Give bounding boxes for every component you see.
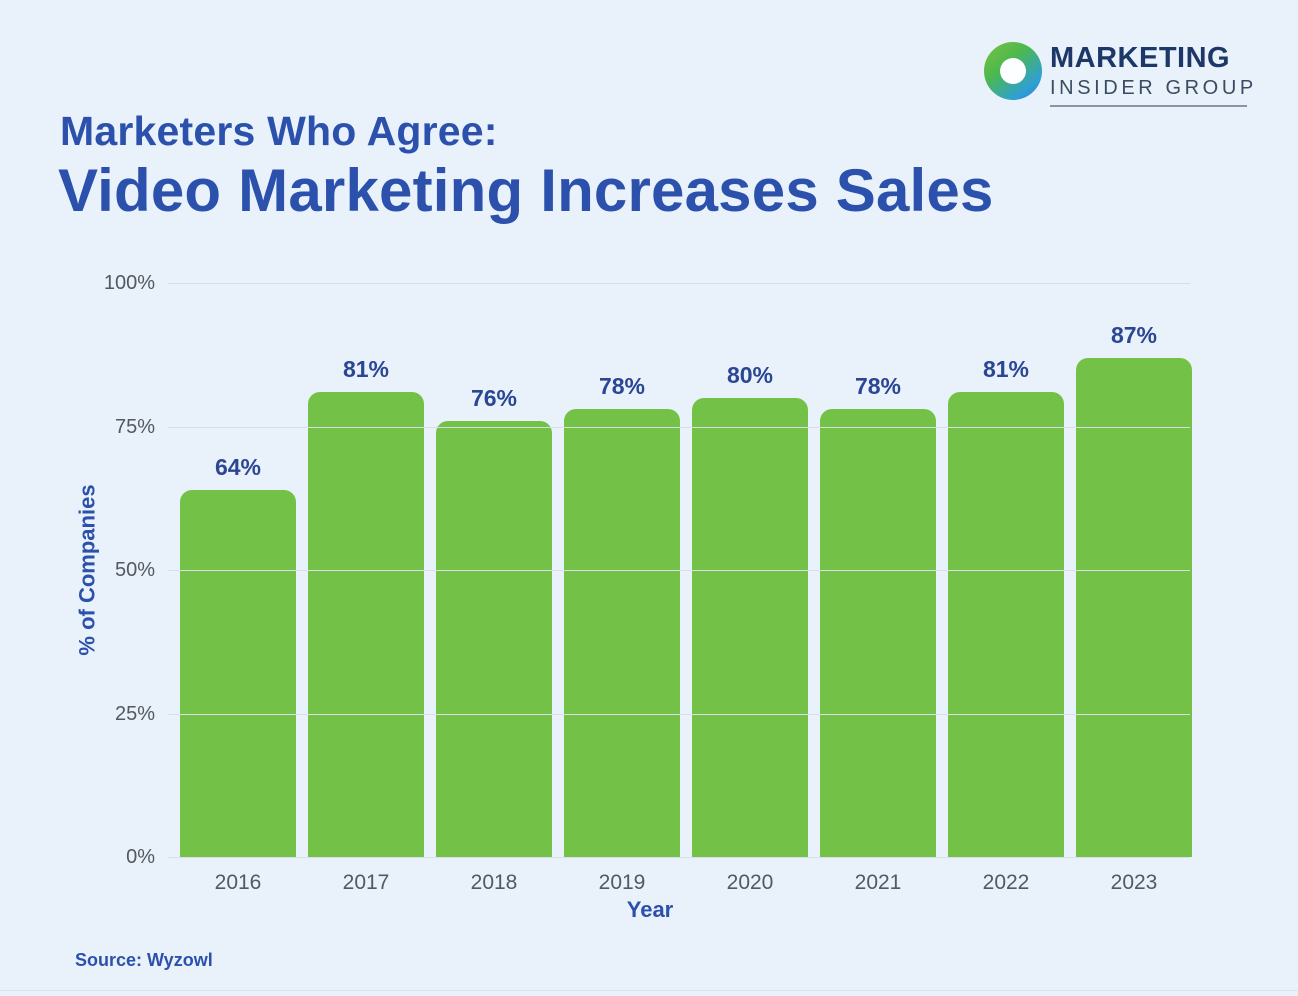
bar-2019 (564, 409, 680, 857)
y-tick-label-0: 0% (126, 846, 155, 868)
bar-value-label-2021: 78% (854, 373, 902, 400)
chart-kicker: Marketers Who Agree: (60, 108, 498, 154)
bar-group-2016: 64% 2016 (180, 283, 296, 894)
bar-2017 (308, 392, 424, 857)
x-tick-label-2019: 2019 (598, 871, 646, 894)
gridline-25 (168, 713, 1190, 715)
bar-group-2021: 78% 2021 (820, 283, 936, 894)
logo-main-text: MARKETING (1050, 42, 1231, 74)
x-tick-label-2020: 2020 (726, 871, 774, 894)
bar-2023 (1076, 357, 1192, 857)
x-tick-label-2022: 2022 (982, 871, 1030, 894)
bar-value-label-2016: 64% (214, 453, 262, 480)
x-tick-label-2023: 2023 (1110, 871, 1158, 894)
gridline-75 (168, 426, 1190, 428)
bar-group-2017: 81% 2017 (308, 283, 424, 894)
bar-group-2022: 81% 2022 (948, 283, 1064, 894)
bar-value-label-2022: 81% (982, 356, 1030, 383)
bar-2022 (948, 392, 1064, 857)
page-title: Video Marketing Increases Sales (58, 157, 994, 224)
bottom-divider (0, 990, 1298, 991)
bar-value-label-2023: 87% (1110, 321, 1158, 348)
y-tick-label-25: 25% (114, 702, 155, 725)
x-axis-title: Year (626, 897, 674, 922)
gridline-0 (168, 857, 1190, 858)
source-attribution: Source: Wyzowl (75, 950, 213, 970)
bar-2020 (692, 397, 808, 857)
bar-2021 (820, 409, 936, 857)
y-tick-label-50: 50% (114, 559, 155, 581)
x-tick-label-2017: 2017 (342, 871, 390, 894)
gridline-50 (168, 570, 1190, 571)
bar-value-label-2019: 78% (598, 373, 646, 400)
y-tick-label-75: 75% (114, 415, 155, 438)
bar-value-label-2017: 81% (342, 356, 390, 383)
x-tick-label-2018: 2018 (470, 871, 518, 894)
bar-group-2023: 87% 2023 (1076, 283, 1192, 894)
plot-area: 64% 2016 81% 2017 76% 2018 78% 2019 80% 2020 78% 20… (104, 272, 1192, 894)
logo-sub-text: INSIDER GROUP (1050, 77, 1257, 99)
bar-group-2018: 76% 2018 (436, 283, 552, 894)
bar-value-label-2020: 80% (726, 361, 774, 388)
bar-value-label-2018: 76% (470, 384, 518, 411)
bar-2016 (180, 489, 296, 857)
logo-ring-icon (984, 42, 1042, 100)
gridline-100 (168, 283, 1190, 284)
bar-group-2019: 78% 2019 (564, 283, 680, 894)
x-tick-label-2021: 2021 (854, 871, 902, 894)
bar-group-2020: 80% 2020 (692, 283, 808, 894)
logo-underline (1050, 105, 1247, 107)
bars: 64% 2016 81% 2017 76% 2018 78% 2019 80% 2020 78% 20… (168, 283, 1192, 894)
bar-2018 (436, 420, 552, 857)
logo: MARKETING INSIDER GROUP (984, 42, 1257, 107)
x-tick-label-2016: 2016 (214, 871, 262, 894)
logo-text: MARKETING INSIDER GROUP (1050, 42, 1257, 107)
y-tick-label-100: 100% (103, 272, 155, 294)
